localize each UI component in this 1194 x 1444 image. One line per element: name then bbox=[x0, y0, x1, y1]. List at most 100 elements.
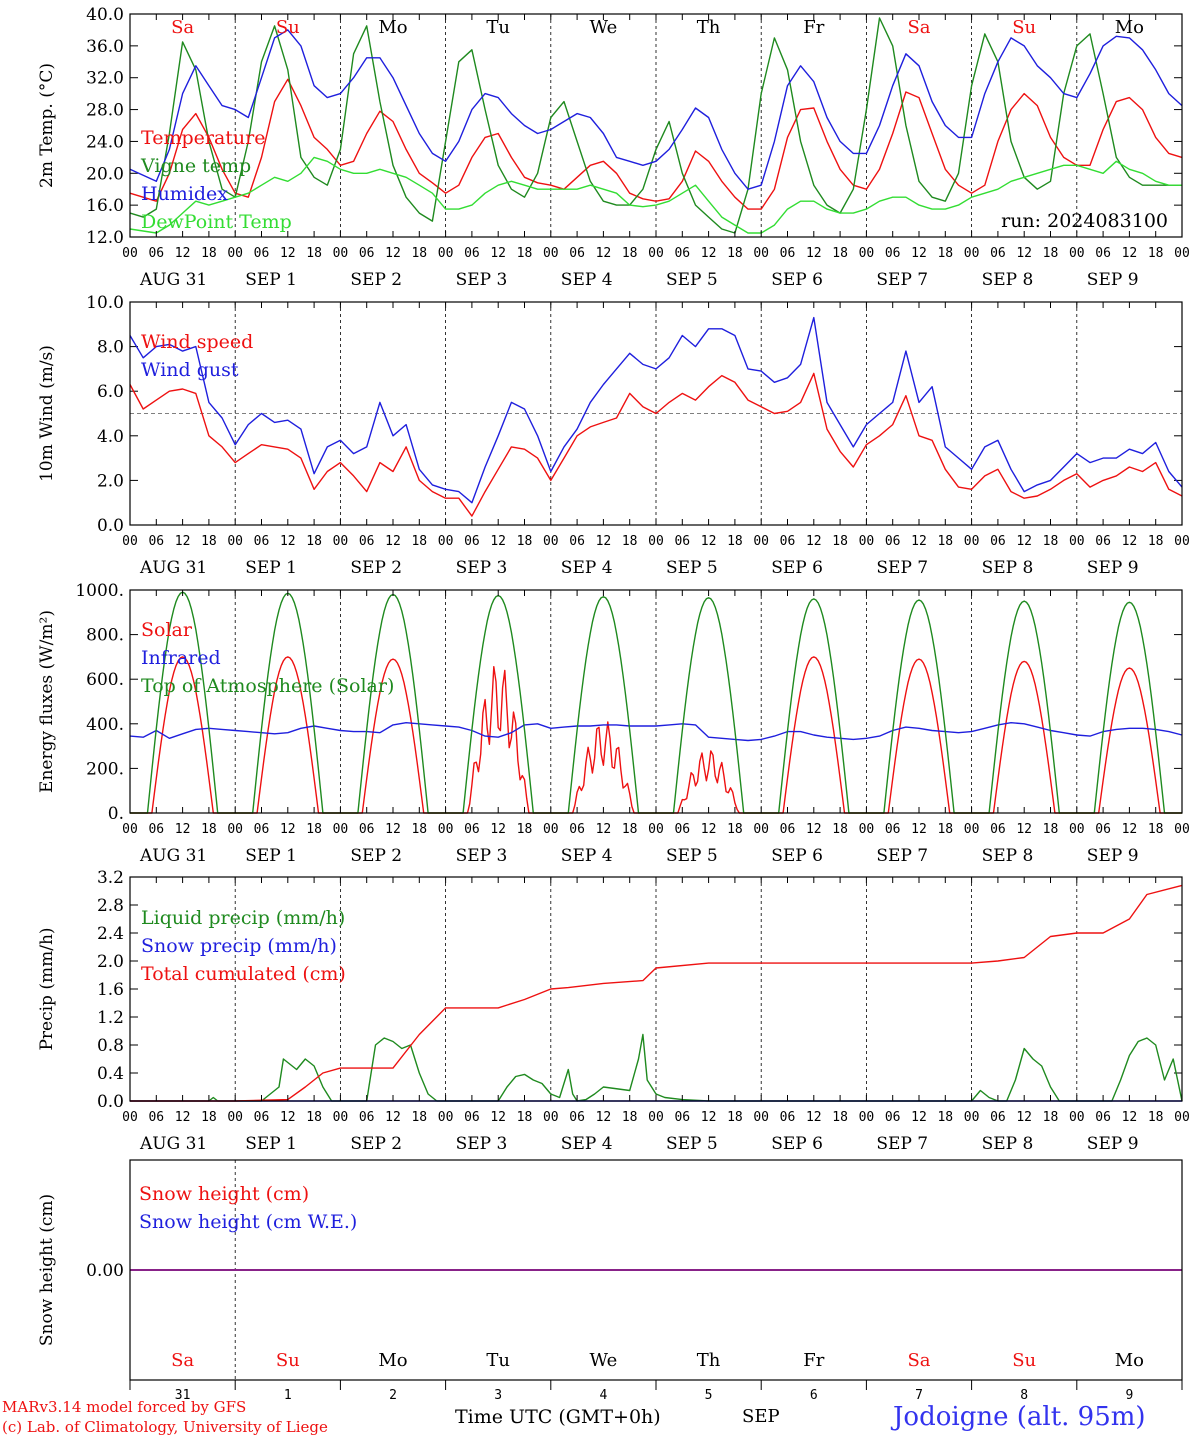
hour-tick-label: 06 bbox=[674, 534, 690, 549]
hour-tick-label: 18 bbox=[411, 534, 427, 549]
hour-tick-label: 00 bbox=[227, 822, 243, 837]
hour-tick-label: 12 bbox=[1016, 1110, 1032, 1125]
hour-tick-label: 18 bbox=[411, 1110, 427, 1125]
date-label: SEP 5 bbox=[666, 846, 718, 866]
hour-tick-label: 00 bbox=[753, 534, 769, 549]
day-number: 9 bbox=[1125, 1388, 1133, 1403]
y-tick-label: 28.0 bbox=[86, 101, 124, 121]
y-axis-label: 10m Wind (m/s) bbox=[37, 345, 57, 482]
hour-tick-label: 00 bbox=[859, 534, 875, 549]
hour-tick-label: 18 bbox=[201, 1110, 217, 1125]
hour-tick-label: 00 bbox=[1174, 822, 1190, 837]
hour-tick-label: 06 bbox=[1095, 534, 1111, 549]
series-humidex bbox=[129, 29, 1183, 190]
legend-entry: Wind gust bbox=[141, 359, 239, 381]
day-name: We bbox=[590, 17, 618, 38]
hour-tick-label: 18 bbox=[832, 1110, 848, 1125]
hour-tick-label: 18 bbox=[622, 246, 638, 261]
hour-tick-label: 18 bbox=[517, 246, 533, 261]
hour-tick-label: 18 bbox=[1148, 1110, 1164, 1125]
hour-tick-label: 00 bbox=[333, 822, 349, 837]
date-label: SEP 4 bbox=[561, 558, 613, 578]
y-tick-label: 0.0 bbox=[97, 516, 124, 536]
y-tick-label: 0.0 bbox=[97, 1092, 124, 1112]
date-label: SEP 6 bbox=[771, 1134, 823, 1154]
hour-tick-label: 06 bbox=[254, 822, 270, 837]
series-infrared bbox=[129, 722, 1183, 742]
day-name: Th bbox=[697, 17, 721, 38]
hour-tick-label: 00 bbox=[438, 534, 454, 549]
hour-tick-label: 18 bbox=[937, 534, 953, 549]
hour-tick-label: 00 bbox=[859, 822, 875, 837]
y-tick-label: 8.0 bbox=[97, 338, 124, 358]
date-label: SEP 6 bbox=[771, 558, 823, 578]
day-name: Mo bbox=[378, 17, 407, 38]
hour-tick-label: 06 bbox=[674, 1110, 690, 1125]
day-name: Mo bbox=[378, 1350, 407, 1371]
y-tick-label: 32.0 bbox=[86, 69, 124, 89]
series-top-of-atmosphere-solar- bbox=[130, 591, 1182, 814]
hour-tick-label: 18 bbox=[411, 246, 427, 261]
y-tick-label: 2.8 bbox=[97, 896, 124, 916]
date-label: SEP 2 bbox=[350, 846, 402, 866]
date-label: SEP 1 bbox=[245, 558, 297, 578]
legend-entry: Snow precip (mm/h) bbox=[141, 935, 337, 957]
hour-tick-label: 06 bbox=[148, 534, 164, 549]
hour-tick-label: 06 bbox=[569, 246, 585, 261]
hour-tick-label: 12 bbox=[385, 1110, 401, 1125]
y-tick-label: 400. bbox=[86, 715, 124, 735]
day-number: 2 bbox=[389, 1388, 397, 1403]
hour-tick-label: 18 bbox=[1148, 246, 1164, 261]
hour-tick-label: 00 bbox=[333, 1110, 349, 1125]
y-axis-label: Snow height (cm) bbox=[37, 1194, 57, 1346]
hour-tick-label: 00 bbox=[1069, 822, 1085, 837]
y-tick-label: 1000. bbox=[75, 581, 124, 601]
hour-tick-label: 00 bbox=[648, 534, 664, 549]
hour-tick-label: 00 bbox=[648, 246, 664, 261]
hour-tick-label: 12 bbox=[490, 534, 506, 549]
hour-tick-label: 00 bbox=[964, 534, 980, 549]
hour-tick-label: 00 bbox=[543, 534, 559, 549]
hour-tick-label: 00 bbox=[1069, 534, 1085, 549]
legend-entry: Wind speed bbox=[141, 331, 253, 353]
panel-4: 0.0 0.4 0.8 1.2 1.6 2.0 2.4 2.8 3.2 Precip (mm/h)… bbox=[37, 868, 1190, 1154]
legend-entry: Vigne temp bbox=[140, 155, 251, 177]
legend-entry: Snow height (cm) bbox=[139, 1183, 309, 1205]
hour-tick-label: 12 bbox=[596, 534, 612, 549]
hour-tick-label: 06 bbox=[885, 534, 901, 549]
legend-entry: Top of Atmosphere (Solar) bbox=[141, 675, 394, 697]
hour-tick-label: 12 bbox=[701, 246, 717, 261]
date-label: AUG 31 bbox=[139, 1134, 207, 1154]
hour-tick-label: 06 bbox=[885, 1110, 901, 1125]
day-number: 31 bbox=[175, 1388, 191, 1403]
date-label: SEP 7 bbox=[876, 270, 928, 290]
series-wind-speed bbox=[129, 372, 1183, 517]
date-label: SEP 1 bbox=[245, 846, 297, 866]
date-label: SEP 9 bbox=[1087, 1134, 1139, 1154]
hour-tick-label: 00 bbox=[543, 822, 559, 837]
hour-tick-label: 00 bbox=[753, 1110, 769, 1125]
hour-tick-label: 00 bbox=[1069, 1110, 1085, 1125]
hour-tick-label: 06 bbox=[254, 1110, 270, 1125]
hour-tick-label: 12 bbox=[806, 822, 822, 837]
hour-tick-label: 06 bbox=[780, 822, 796, 837]
day-name: Fr bbox=[803, 1350, 824, 1371]
hour-tick-label: 18 bbox=[832, 822, 848, 837]
hour-tick-label: 06 bbox=[990, 246, 1006, 261]
footer-credit-1: MARv3.14 model forced by GFS bbox=[2, 1398, 247, 1416]
y-tick-label: 40.0 bbox=[86, 5, 124, 25]
date-label: SEP 3 bbox=[456, 846, 508, 866]
hour-tick-label: 12 bbox=[911, 1110, 927, 1125]
date-label: SEP 4 bbox=[561, 1134, 613, 1154]
date-label: SEP 8 bbox=[982, 846, 1034, 866]
y-tick-label: 0.8 bbox=[97, 1036, 124, 1056]
y-tick-label: 0.00 bbox=[86, 1261, 124, 1281]
hour-tick-label: 00 bbox=[964, 1110, 980, 1125]
date-label: SEP 9 bbox=[1087, 846, 1139, 866]
footer-month: SEP bbox=[742, 1406, 780, 1427]
hour-tick-label: 00 bbox=[1174, 1110, 1190, 1125]
hour-tick-label: 12 bbox=[175, 246, 191, 261]
hour-tick-label: 00 bbox=[648, 822, 664, 837]
date-label: SEP 9 bbox=[1087, 558, 1139, 578]
